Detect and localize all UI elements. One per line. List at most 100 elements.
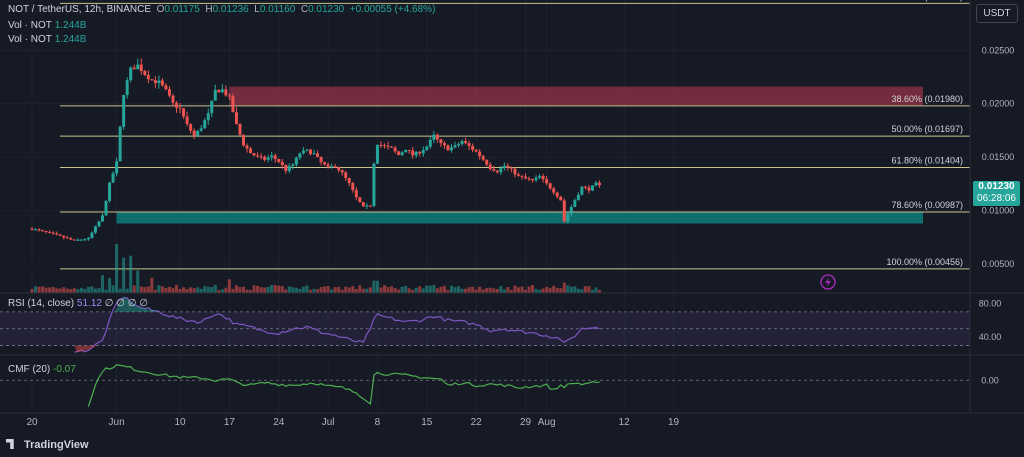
volume-bar — [439, 286, 443, 293]
candle-body — [199, 128, 203, 131]
candle-body — [428, 139, 432, 147]
candle-body — [576, 194, 580, 201]
candle-body — [62, 235, 66, 238]
rsi-name: RSI (14, close) — [8, 298, 75, 309]
time-tick-label: Aug — [538, 417, 556, 428]
candle-body — [192, 130, 196, 136]
rsi-value: 51.12 — [76, 298, 102, 309]
volume-bar — [524, 289, 527, 293]
volume-bar — [506, 287, 510, 293]
candle-body — [323, 162, 327, 165]
candle-body — [330, 166, 334, 168]
volume-bar — [129, 255, 133, 293]
last-price-tag: 0.01230 06:28:06 — [973, 181, 1020, 206]
volume-bar — [231, 288, 235, 293]
candle-body — [182, 108, 186, 117]
volume-bar — [590, 289, 594, 293]
candle-body — [499, 168, 503, 173]
volume-bar — [400, 286, 404, 293]
candle-body — [125, 80, 129, 95]
candle-body — [76, 239, 80, 241]
candle-body — [171, 95, 175, 103]
volume-bar — [488, 287, 492, 293]
candlesticks — [30, 58, 602, 241]
volume-bar — [464, 288, 468, 293]
volume-bar — [139, 286, 143, 293]
currency-button[interactable]: USDT — [976, 4, 1018, 23]
volume-bar — [185, 289, 189, 293]
candle-body — [587, 187, 591, 191]
volume-bar — [541, 288, 545, 293]
volume-bar — [30, 288, 34, 293]
volume-bar — [478, 286, 482, 293]
candle-body — [580, 186, 584, 195]
volume-bar — [383, 285, 386, 293]
candle-body — [58, 234, 62, 236]
candle-body — [464, 141, 468, 144]
candle-body — [213, 89, 217, 101]
candle-body — [432, 134, 436, 140]
cmf-legend[interactable]: CMF (20) -0.07 — [8, 364, 76, 375]
candle-body — [242, 134, 245, 146]
volume-bar — [132, 285, 136, 293]
volume-bar — [284, 289, 288, 293]
volume-bar — [256, 285, 260, 293]
candle-body — [252, 153, 256, 156]
volume-bar — [457, 286, 461, 293]
events-icon[interactable] — [820, 274, 836, 290]
candle-body — [425, 146, 429, 151]
volume-bar — [333, 287, 337, 293]
candle-body — [368, 205, 372, 207]
candle-body — [146, 74, 150, 80]
candle-body — [175, 102, 179, 108]
candle-body — [397, 151, 401, 156]
candle-body — [185, 116, 189, 125]
candle-body — [488, 164, 492, 170]
candle-body — [178, 107, 182, 109]
volume-legend-1[interactable]: Vol · NOT 1.244B — [8, 20, 86, 31]
volume-bar — [125, 288, 129, 293]
candle-body — [594, 182, 598, 186]
volume-bar — [55, 288, 59, 293]
volume-legend-2[interactable]: Vol · NOT 1.244B — [8, 34, 86, 45]
supply-zone — [229, 86, 923, 106]
volume-bar — [62, 287, 66, 293]
candle-body — [326, 164, 330, 167]
volume-bar — [372, 280, 376, 293]
candle-body — [520, 175, 524, 177]
candle-body — [104, 200, 108, 216]
volume-bar — [41, 286, 45, 293]
candle-body — [506, 165, 510, 168]
cmf-pane[interactable]: 0.00 — [0, 354, 1024, 407]
candle-body — [83, 239, 87, 241]
candle-body — [308, 149, 312, 155]
tradingview-logo[interactable]: TradingView — [6, 439, 89, 451]
rsi-overbought-fill — [114, 296, 159, 312]
candle-body — [495, 170, 499, 173]
rsi-legend[interactable]: RSI (14, close) 51.12 ∅ ∅ ∅ ∅ — [8, 298, 148, 309]
volume-bar — [344, 286, 348, 293]
volume-bar — [93, 288, 97, 293]
volume-bar — [566, 285, 570, 293]
volume-bar — [425, 285, 429, 293]
symbol-title[interactable]: NOT / TetherUS, 12h, BINANCE — [8, 4, 152, 15]
volume-bar — [51, 287, 55, 293]
price-axis[interactable]: 0.02500 0.02000 0.01500 0.01000 0.00500 — [982, 45, 1015, 269]
candle-body — [280, 161, 284, 166]
volume-bar — [386, 286, 390, 293]
candle-body — [485, 159, 489, 165]
time-tick-label: Jul — [322, 417, 335, 428]
volume-bar — [312, 288, 316, 293]
candle-body — [460, 141, 464, 144]
volume-bar — [277, 285, 281, 293]
volume-bar — [150, 277, 154, 293]
volume-bar — [432, 285, 436, 293]
volume-bar — [471, 286, 475, 293]
fib-level-label: 38.60% (0.01980) — [891, 94, 963, 104]
volume-bar — [361, 288, 365, 293]
time-axis[interactable]: 20 Jun 10 17 24 Jul 8 15 22 29 Aug 12 19 — [0, 0, 1024, 428]
volume-bar — [397, 289, 401, 293]
rsi-pane[interactable]: 80.00 40.00 — [0, 292, 1024, 353]
candle-body — [541, 176, 545, 180]
